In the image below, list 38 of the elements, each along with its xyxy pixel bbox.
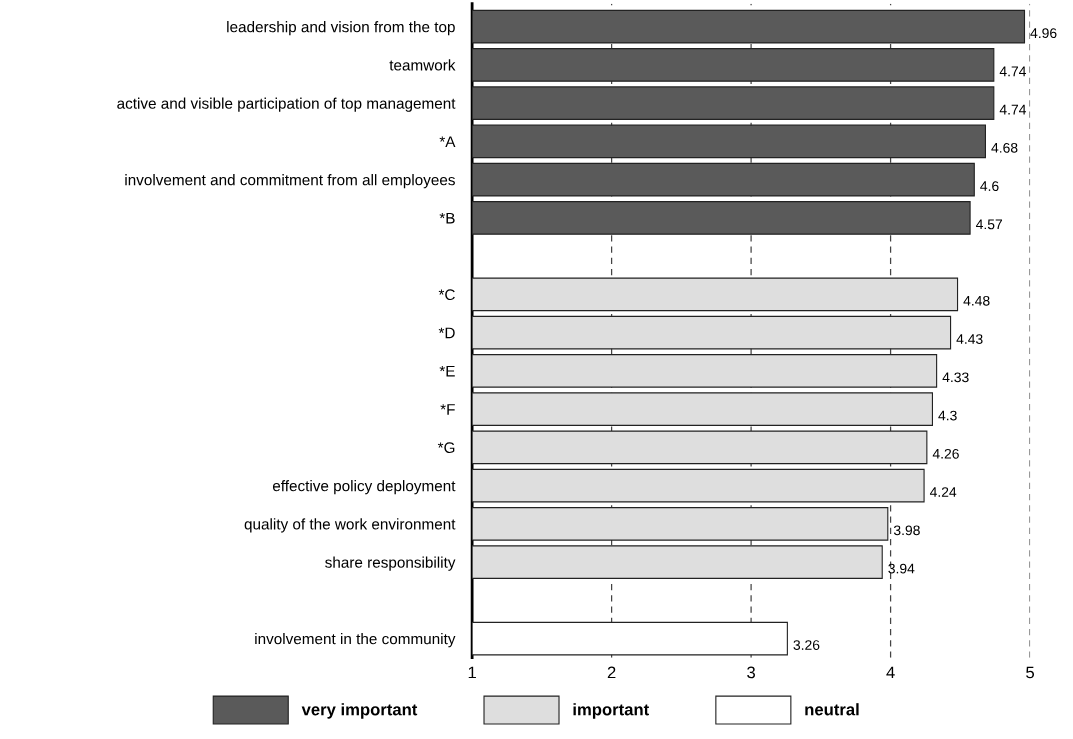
data-label: 4.48 — [963, 295, 990, 306]
y-tick-label: teamwork — [389, 59, 456, 71]
y-tick-label: effective policy deployment — [272, 480, 456, 495]
data-label: 4.74 — [999, 66, 1027, 77]
data-label: 3.26 — [793, 640, 820, 650]
data-label: 4.68 — [991, 142, 1018, 153]
legend-label: important — [573, 703, 649, 719]
y-tick-label: leadership and vision from the top — [227, 21, 455, 36]
x-tick-label: 1 — [468, 666, 476, 679]
x-tick-label: 5 — [1026, 666, 1035, 679]
data-label: 4.43 — [956, 334, 983, 344]
data-label: 4.3 — [938, 410, 957, 421]
data-label: 4.24 — [929, 487, 957, 497]
y-tick-label: *B — [439, 212, 455, 224]
x-tick-label: 3 — [747, 666, 755, 679]
y-tick-label: *A — [439, 136, 456, 147]
data-label: 4.96 — [1030, 28, 1057, 39]
legend-label: neutral — [805, 703, 859, 716]
data-label: 3.98 — [893, 525, 920, 536]
x-tick-label: 4 — [886, 666, 895, 679]
y-tick-label: *D — [438, 327, 455, 339]
data-label: 4.74 — [999, 104, 1027, 115]
data-label: 4.33 — [942, 372, 969, 383]
legend-label: very important — [301, 703, 418, 719]
data-label: 3.94 — [888, 563, 915, 574]
y-tick-label: *C — [438, 289, 455, 301]
x-tick-label: 2 — [607, 666, 616, 679]
data-label: 4.6 — [980, 181, 999, 192]
y-tick-label: share responsibility — [325, 556, 456, 571]
data-label: 4.57 — [976, 219, 1003, 230]
y-tick-label: *G — [437, 442, 455, 454]
y-tick-label: active and visible participation of top management — [117, 97, 456, 112]
y-tick-label: involvement in the community — [255, 633, 456, 648]
y-tick-label: *F — [440, 404, 455, 415]
y-tick-label: involvement and commitment from all employees — [125, 174, 455, 189]
y-tick-label: *E — [439, 365, 455, 377]
y-tick-label: quality of the work environment — [244, 518, 456, 533]
data-label: 4.26 — [932, 448, 959, 459]
